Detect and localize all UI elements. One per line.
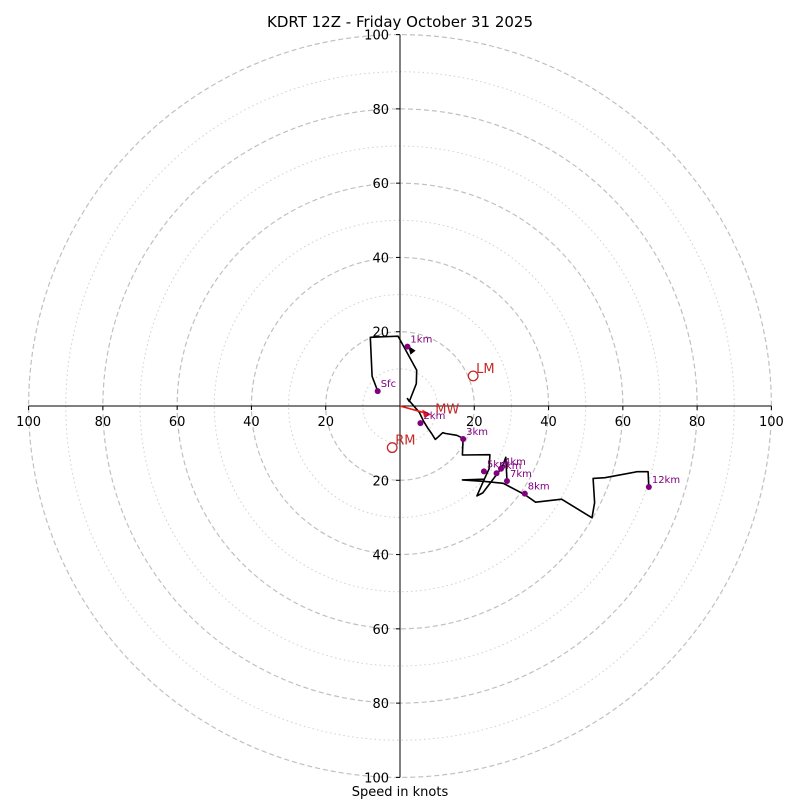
mean-wind-label: MW — [435, 403, 459, 418]
x-tick-label: 100 — [759, 415, 784, 430]
height-marker-6km — [493, 470, 500, 477]
storm-motion-label: LM — [476, 362, 494, 377]
chart-title: KDRT 12Z - Friday October 31 2025 — [267, 13, 533, 31]
x-tick-label: 20 — [466, 415, 483, 430]
height-marker-label: 12km — [652, 475, 680, 486]
axis-tick-labels: 100 100 80 80 60 60 40 40 20 20 20 20 40 40 60 60 80 80 10… — [16, 29, 784, 787]
storm-motion-lm — [467, 370, 479, 382]
x-axis-label: Speed in knots — [352, 785, 449, 800]
y-tick-label: 40 — [372, 549, 389, 564]
mean-wind-group: MW — [399, 403, 459, 418]
storm-motion-rm — [386, 442, 398, 454]
height-marker-label: 6km — [500, 461, 522, 472]
hodograph-trace — [369, 335, 650, 519]
x-tick-label: 40 — [540, 415, 557, 430]
x-tick-label: 100 — [16, 415, 41, 430]
height-marker-label: 7km — [510, 469, 532, 480]
y-tick-label: 40 — [372, 251, 389, 266]
height-marker-1km — [404, 343, 411, 350]
y-tick-label: 20 — [372, 326, 389, 341]
height-marker-label: 4km — [504, 457, 526, 468]
x-tick-label: 80 — [689, 415, 706, 430]
y-tick-label: 60 — [372, 177, 389, 192]
y-tick-label: 60 — [372, 623, 389, 638]
height-marker-2km — [417, 420, 424, 427]
x-tick-label: 60 — [169, 415, 186, 430]
height-marker-label: Sfc — [381, 379, 396, 390]
height-marker-label: 3km — [466, 427, 488, 438]
height-marker-4km — [498, 465, 505, 472]
mean-wind-arrowhead — [422, 409, 432, 418]
hodograph-trace-line-segment — [476, 456, 508, 497]
height-marker-7km — [503, 478, 510, 485]
storm-motion-label: RM — [395, 434, 415, 449]
height-marker-5km — [480, 468, 487, 475]
height-marker-3km — [460, 436, 467, 443]
height-marker-label: 5km — [487, 459, 509, 470]
height-marker-12km — [645, 483, 652, 490]
y-tick-label: 80 — [372, 103, 389, 118]
y-tick-label: 20 — [372, 474, 389, 489]
height-marker-label: 1km — [410, 335, 432, 346]
height-marker-label: 2km — [423, 411, 445, 422]
x-tick-label: 80 — [95, 415, 112, 430]
y-tick-label: 100 — [364, 771, 389, 786]
y-tick-label: 80 — [372, 697, 389, 712]
hodograph-trace-line — [369, 335, 650, 519]
height-marker-label: 8km — [528, 482, 550, 493]
height-marker-sfc — [374, 388, 381, 395]
x-tick-label: 40 — [243, 415, 260, 430]
x-tick-label: 20 — [317, 415, 334, 430]
x-tick-label: 60 — [615, 415, 632, 430]
y-tick-label: 100 — [364, 29, 389, 44]
height-marker-8km — [521, 490, 528, 497]
storm-motions: LM RM — [386, 362, 495, 454]
